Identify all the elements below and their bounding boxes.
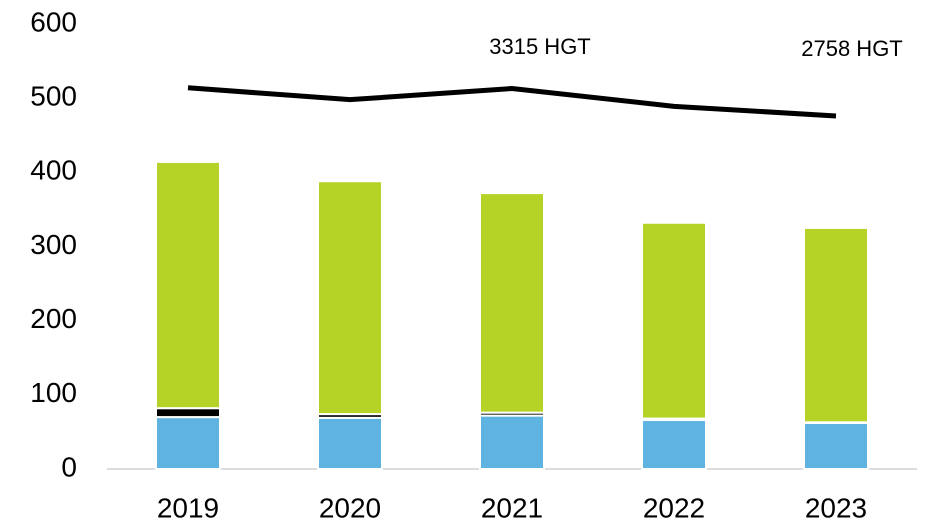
bar-segment	[479, 192, 545, 414]
y-tick-label: 500	[30, 81, 77, 112]
x-tick-label: 2023	[805, 492, 867, 523]
y-tick-label: 400	[30, 155, 77, 186]
y-tick-label: 200	[30, 303, 77, 334]
bar-segment	[803, 422, 869, 470]
bar-segment	[317, 416, 383, 471]
x-tick-label: 2019	[157, 492, 219, 523]
bar-segment	[641, 419, 707, 470]
y-tick-label: 600	[30, 6, 77, 37]
bar-segment	[479, 414, 545, 471]
annotation: 3315 HGT	[489, 34, 591, 59]
bar-segment	[803, 226, 869, 424]
bar-segment	[155, 160, 221, 410]
x-tick-label: 2022	[643, 492, 705, 523]
x-tick-label: 2020	[319, 492, 381, 523]
y-tick-label: 300	[30, 229, 77, 260]
x-tick-label: 2021	[481, 492, 543, 523]
annotation: 2758 HGT	[801, 36, 903, 61]
bar-segment	[155, 407, 221, 419]
y-tick-label: 0	[61, 451, 77, 482]
line	[187, 85, 837, 119]
y-tick-label: 100	[30, 377, 77, 408]
bar-segment	[641, 221, 707, 420]
bar-segment	[317, 180, 383, 416]
bar-segment	[155, 416, 221, 471]
